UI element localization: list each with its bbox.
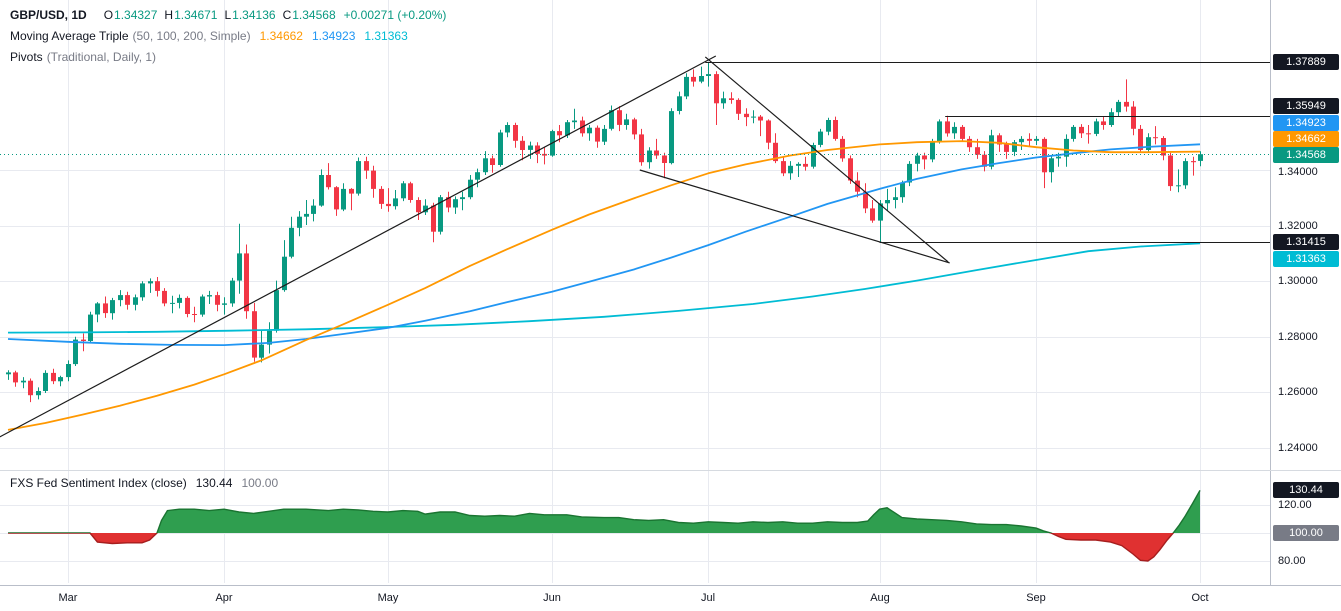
price-axis-badge: 100.00 xyxy=(1273,525,1339,541)
grid-lines xyxy=(0,0,1270,583)
sentiment-baseline-value: 100.00 xyxy=(241,476,279,490)
sentiment-area-positive xyxy=(8,490,1200,533)
price-axis-label: 1.24000 xyxy=(1278,442,1318,454)
price-axis-label: 1.28000 xyxy=(1278,331,1318,343)
time-axis-label: Oct xyxy=(1191,592,1209,604)
time-axis-label: Mar xyxy=(58,592,78,604)
time-axis[interactable]: Mar Apr May Jun Jul Aug Sep Oct xyxy=(0,585,1341,611)
close-label: C xyxy=(282,8,292,22)
sma-200-line xyxy=(7,242,1201,334)
price-axis-badge: 1.31363 xyxy=(1273,251,1339,267)
change-value: +0.00271 (+0.20%) xyxy=(343,8,447,22)
price-axis-badge: 1.34568 xyxy=(1273,147,1339,163)
candlestick-series xyxy=(6,61,1203,403)
trendline[interactable] xyxy=(639,169,950,264)
symbol-legend-row[interactable]: GBP/USD, 1D O1.34327 H1.34671 L1.34136 C1.34… xyxy=(10,5,446,26)
pivots-indicator-name: Pivots xyxy=(10,50,43,64)
high-value: 1.34671 xyxy=(174,8,218,22)
sentiment-indicator-name: FXS Fed Sentiment Index (close) xyxy=(10,476,187,490)
time-axis-label: May xyxy=(377,592,399,604)
pane-separator[interactable] xyxy=(0,470,1341,471)
price-axis-badge: 1.34923 xyxy=(1273,115,1339,131)
symbol-title: GBP/USD, 1D xyxy=(10,8,87,22)
sentiment-line-positive xyxy=(8,490,1201,533)
ma-indicator-params: (50, 100, 200, Simple) xyxy=(132,29,251,43)
low-value: 1.34136 xyxy=(232,8,276,22)
price-axis-badge: 1.34662 xyxy=(1273,131,1339,147)
time-axis-label: Jul xyxy=(700,592,716,604)
chart-canvas[interactable] xyxy=(0,0,1270,585)
price-axis-badge: 1.35949 xyxy=(1273,98,1339,114)
price-axis-badge: 130.44 xyxy=(1273,482,1339,498)
price-axis-label: 120.00 xyxy=(1278,499,1312,511)
price-axis-label: 1.32000 xyxy=(1278,220,1318,232)
close-value: 1.34568 xyxy=(292,8,336,22)
price-axis-label: 1.30000 xyxy=(1278,275,1318,287)
sentiment-legend-row[interactable]: FXS Fed Sentiment Index (close) 130.44 100… xyxy=(10,476,278,490)
open-label: O xyxy=(103,8,114,22)
price-axis[interactable]: 1.37889 1.35949 1.34923 1.34662 1.34568 1.340… xyxy=(1270,0,1341,585)
sma-100-line xyxy=(7,143,1201,346)
trendline[interactable] xyxy=(704,56,949,263)
ma200-value: 1.31363 xyxy=(364,29,408,43)
sentiment-value: 130.44 xyxy=(195,476,233,490)
pivots-indicator-params: (Traditional, Daily, 1) xyxy=(46,50,157,64)
ma100-value: 1.34923 xyxy=(311,29,356,43)
high-label: H xyxy=(164,8,174,22)
price-axis-label: 1.26000 xyxy=(1278,386,1318,398)
time-axis-label: Sep xyxy=(1026,592,1046,604)
price-axis-badge: 1.31415 xyxy=(1273,234,1339,250)
trendline[interactable] xyxy=(0,55,717,438)
pivots-legend-row[interactable]: Pivots (Traditional, Daily, 1) xyxy=(10,47,446,68)
time-axis-label: Aug xyxy=(870,592,890,604)
ma50-value: 1.34662 xyxy=(259,29,303,43)
price-axis-label: 80.00 xyxy=(1278,555,1306,567)
open-value: 1.34327 xyxy=(114,8,158,22)
time-axis-label: Apr xyxy=(215,592,233,604)
sentiment-area-negative xyxy=(8,533,1200,561)
low-label: L xyxy=(224,8,232,22)
price-axis-label: 1.34000 xyxy=(1278,166,1318,178)
main-legend: GBP/USD, 1D O1.34327 H1.34671 L1.34136 C1.34… xyxy=(10,5,446,68)
sentiment-line-negative xyxy=(8,533,1175,562)
price-axis-badge: 1.37889 xyxy=(1273,54,1339,70)
ma-indicator-name: Moving Average Triple xyxy=(10,29,129,43)
time-axis-label: Jun xyxy=(543,592,561,604)
ma-legend-row[interactable]: Moving Average Triple (50, 100, 200, Simp… xyxy=(10,26,446,47)
sma-50-line xyxy=(7,140,1201,431)
